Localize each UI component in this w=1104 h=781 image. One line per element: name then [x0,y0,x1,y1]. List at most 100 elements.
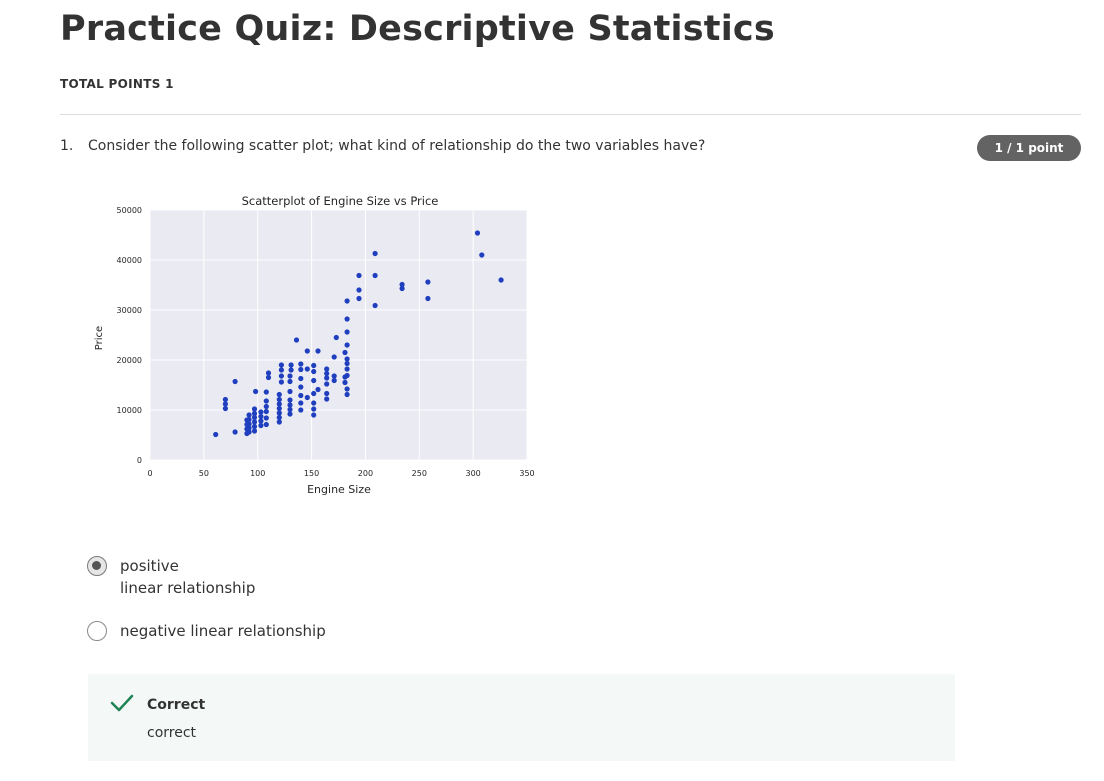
radio-unselected-icon[interactable] [87,621,107,641]
scatter-point [298,375,304,382]
scatter-point [311,377,317,384]
scatter-point [311,362,317,369]
quiz-title: Practice Quiz: Descriptive Statistics [60,9,775,49]
y-tick-label: 40000 [117,256,142,265]
scatter-point [253,388,259,395]
scatter-point [258,418,264,424]
scatter-point [276,405,282,412]
scatter-point [298,392,304,399]
radio-selected-icon[interactable] [87,556,107,576]
scatter-point [304,348,310,354]
scatter-point [298,366,304,373]
scatter-point [344,316,350,322]
scatter-point [344,342,350,348]
y-tick-label: 20000 [117,356,142,365]
scatter-point [311,368,317,375]
scatter-point [324,390,330,397]
scatter-point [276,396,282,403]
option-positive-linear[interactable]: positive linear relationship [87,555,255,599]
feedback-panel [88,674,955,761]
scatter-point [474,230,481,236]
scatter-point [251,419,258,425]
scatter-point [222,401,228,407]
scatter-point [315,348,321,354]
scatter-point [344,372,350,379]
scatter-point [222,405,228,412]
scatter-point [287,411,293,417]
scatter-point [258,409,264,415]
scatter-point [311,390,317,397]
scatter-point [251,406,258,412]
points-badge: 1 / 1 point [977,135,1081,161]
scatter-point [399,281,405,288]
scatter-point [344,298,350,304]
scatter-point [288,367,294,373]
scatter-point [293,337,300,343]
scatter-point [265,370,272,376]
plot-area [150,210,527,460]
y-tick-label: 10000 [117,406,142,415]
scatter-point [278,367,284,373]
scatter-point [311,406,317,412]
scatter-point [263,408,269,415]
scatter-point [278,373,284,379]
scatter-point [356,287,362,293]
scatter-point [399,285,405,292]
scatter-point [331,377,337,384]
scatter-point [344,329,350,335]
scatter-point [356,295,362,302]
scatter-point [276,414,282,421]
scatter-point [265,374,272,381]
option-label-line1: positive [120,557,179,575]
scatter-plot: 0 50 100 150 200 250 300 350 0 10000 20000 30000 400… [94,194,535,496]
scatter-point [344,386,350,392]
scatter-point [372,250,378,257]
x-tick-label: 200 [358,469,373,478]
scatter-point [287,402,293,408]
scatter-point [425,295,431,302]
scatter-point [276,401,282,407]
scatter-point [479,252,485,258]
scatter-point [324,396,330,402]
scatter-point [331,373,337,379]
scatter-point [298,407,304,413]
y-axis-label: Price [94,326,105,350]
x-tick-label: 100 [250,469,265,478]
total-points: TOTAL POINTS 1 [60,77,174,91]
feedback-text: correct [147,725,197,741]
divider [60,114,1081,115]
scatter-point [258,413,264,420]
option-negative-linear[interactable]: negative linear relationship [87,620,326,642]
scatter-point [232,429,238,435]
x-axis-label: Engine Size [307,483,371,496]
scatter-point [263,415,269,421]
scatter-point [278,362,284,368]
y-tick-label: 30000 [117,306,142,315]
scatter-point [232,378,238,385]
x-tick-label: 150 [304,469,319,478]
scatter-point [324,370,330,377]
scatter-point [246,421,252,427]
option-label-line2: linear relationship [120,579,256,597]
scatter-point [288,362,294,368]
scatter-point [251,428,258,434]
scatter-point [344,356,350,362]
y-tick-label: 0 [137,456,142,465]
scatter-point [213,431,219,438]
scatter-point [324,366,330,372]
checkmark-icon [110,694,134,712]
scatter-point [344,366,350,372]
scatter-point [287,388,293,395]
scatter-point [356,272,362,279]
scatter-point [258,422,264,429]
option-label: positive linear relationship [120,555,255,599]
scatter-point [278,379,284,385]
scatter-point [372,272,378,279]
feedback-title: Correct [147,697,206,713]
scatter-point [276,391,282,398]
scatter-point [263,421,269,428]
scatter-point [298,400,304,406]
scatter-point [298,384,304,390]
scatter-point [276,419,282,425]
x-tick-label: 300 [466,469,481,478]
